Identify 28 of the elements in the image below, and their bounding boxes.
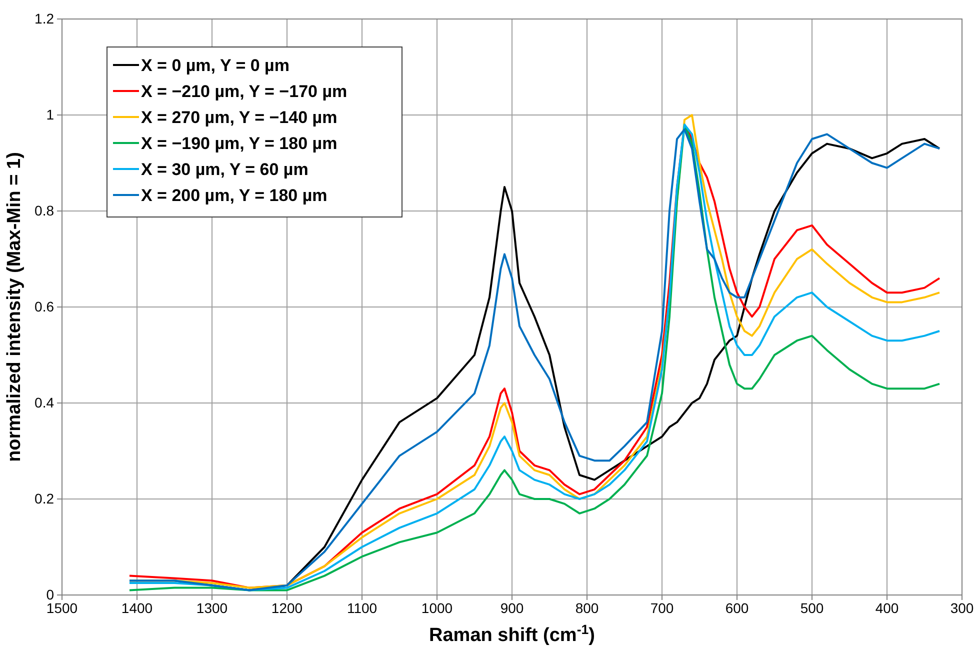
legend-label: X = −190 µm, Y = 180 µm bbox=[141, 134, 338, 153]
x-tick-label: 1400 bbox=[121, 600, 153, 616]
legend-label: X = −210 µm, Y = −170 µm bbox=[141, 82, 348, 101]
x-tick-label: 700 bbox=[650, 600, 674, 616]
x-tick-label: 300 bbox=[950, 600, 974, 616]
x-tick-label: 1500 bbox=[46, 600, 78, 616]
legend-label: X = 200 µm, Y = 180 µm bbox=[141, 186, 328, 205]
x-tick-label: 800 bbox=[575, 600, 599, 616]
x-tick-label: 600 bbox=[725, 600, 749, 616]
x-tick-label: 900 bbox=[500, 600, 524, 616]
x-tick-label: 1000 bbox=[421, 600, 453, 616]
legend-label: X = 30 µm, Y = 60 µm bbox=[141, 160, 308, 179]
x-tick-label: 500 bbox=[800, 600, 824, 616]
y-tick-label: 1 bbox=[46, 106, 54, 122]
x-tick-label: 1300 bbox=[196, 600, 228, 616]
y-tick-label: 0.4 bbox=[34, 394, 54, 410]
y-tick-label: 0 bbox=[46, 586, 54, 602]
y-tick-label: 0.2 bbox=[34, 490, 54, 506]
x-tick-label: 400 bbox=[875, 600, 899, 616]
legend-label: X = 0 µm, Y = 0 µm bbox=[141, 56, 290, 75]
x-axis-title: Raman shift (cm$^{-1}$) bbox=[429, 622, 595, 646]
y-tick-label: 1.2 bbox=[34, 10, 54, 26]
y-axis-title: normalized intensity (Max-Min = 1) bbox=[4, 152, 25, 462]
x-tick-label: 1200 bbox=[271, 600, 303, 616]
y-tick-label: 0.6 bbox=[34, 298, 54, 314]
x-tick-label: 1100 bbox=[346, 600, 378, 616]
legend-label: X = 270 µm, Y = −140 µm bbox=[141, 108, 338, 127]
y-tick-label: 0.8 bbox=[34, 202, 54, 218]
